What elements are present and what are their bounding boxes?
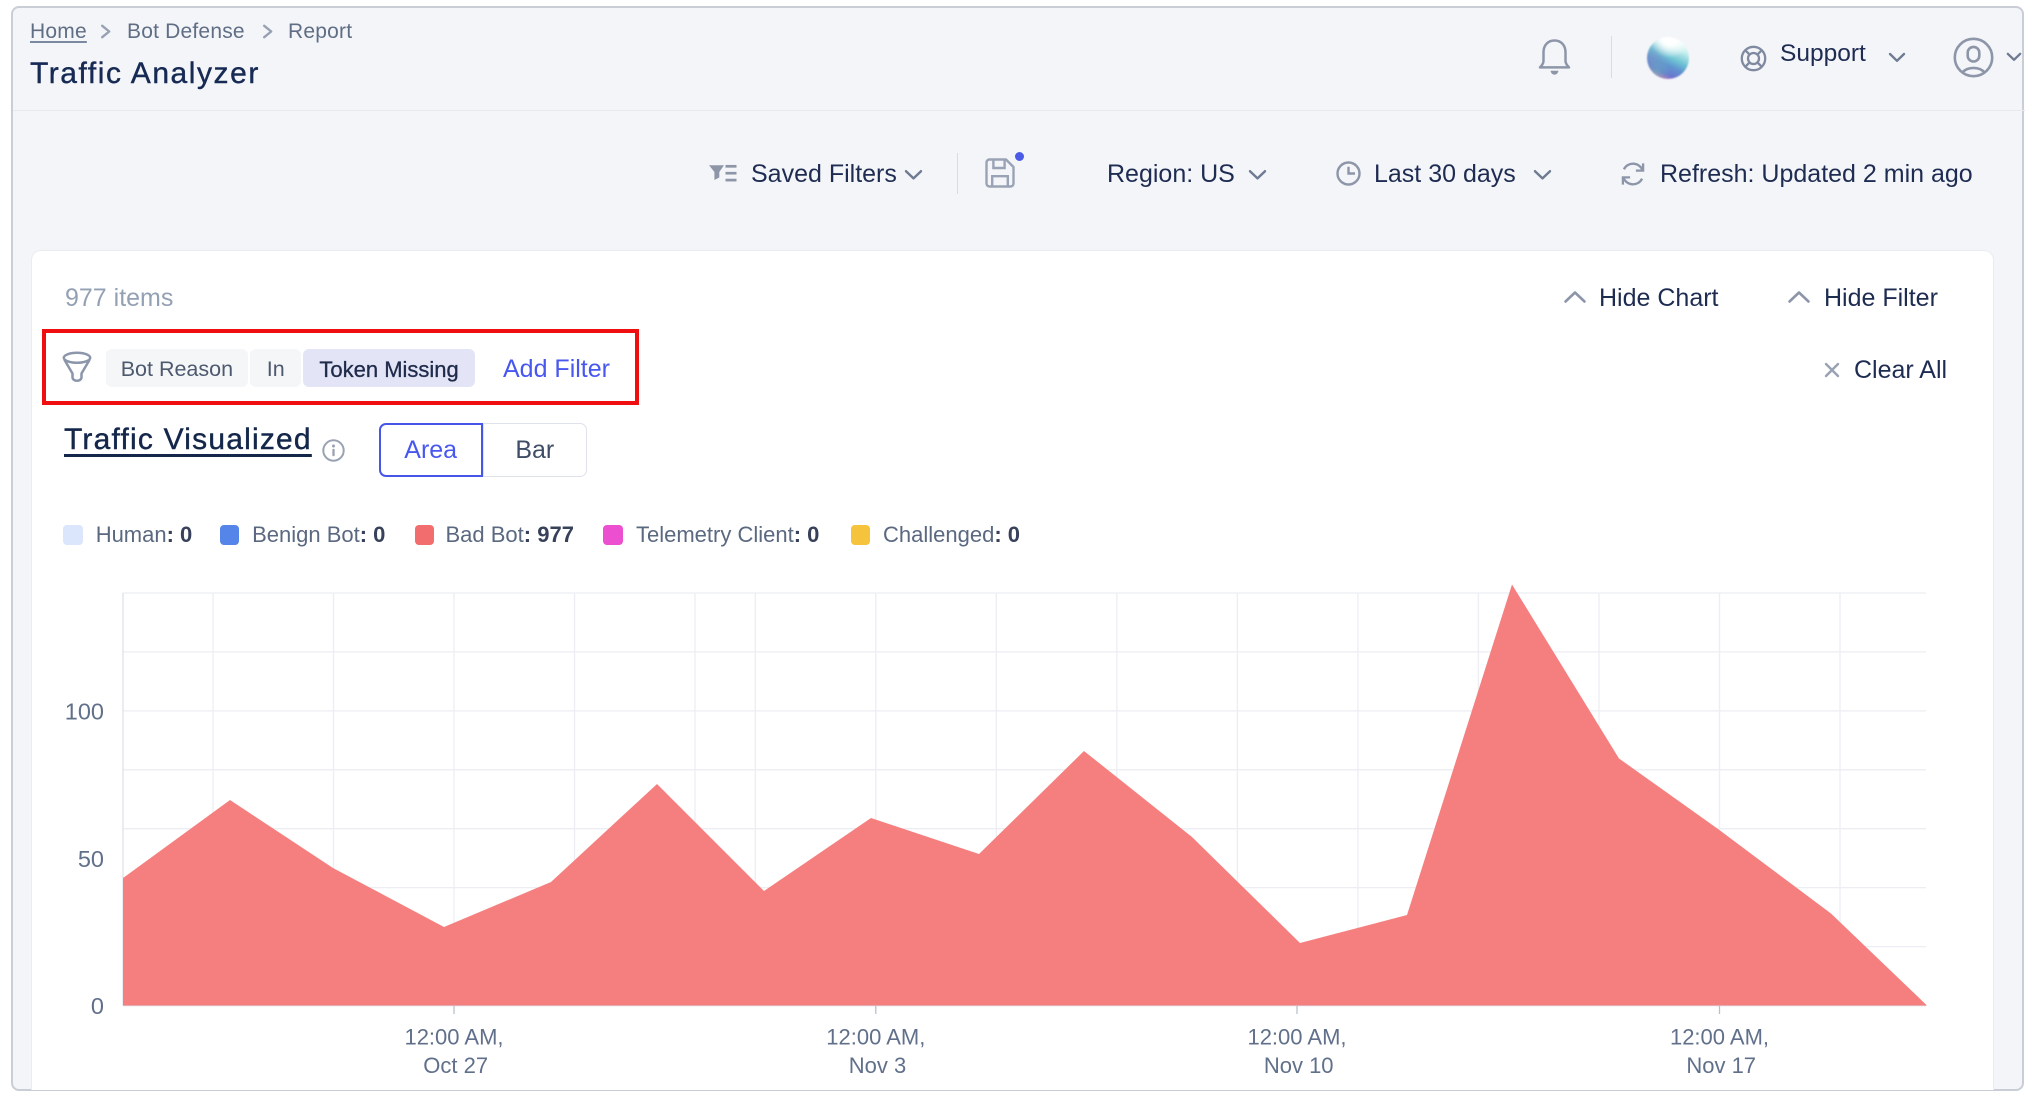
svg-text:12:00 AM,: 12:00 AM, [826, 1024, 925, 1049]
svg-text:Nov 3: Nov 3 [849, 1053, 906, 1078]
svg-text:Oct 27: Oct 27 [423, 1053, 488, 1078]
svg-text:12:00 AM,: 12:00 AM, [404, 1024, 503, 1049]
svg-text:Nov 17: Nov 17 [1686, 1053, 1756, 1078]
svg-text:Nov 10: Nov 10 [1264, 1053, 1334, 1078]
svg-text:0: 0 [91, 993, 104, 1019]
svg-text:12:00 AM,: 12:00 AM, [1247, 1024, 1346, 1049]
svg-text:12:00 AM,: 12:00 AM, [1670, 1024, 1769, 1049]
svg-text:50: 50 [78, 846, 104, 872]
svg-text:100: 100 [65, 699, 104, 725]
